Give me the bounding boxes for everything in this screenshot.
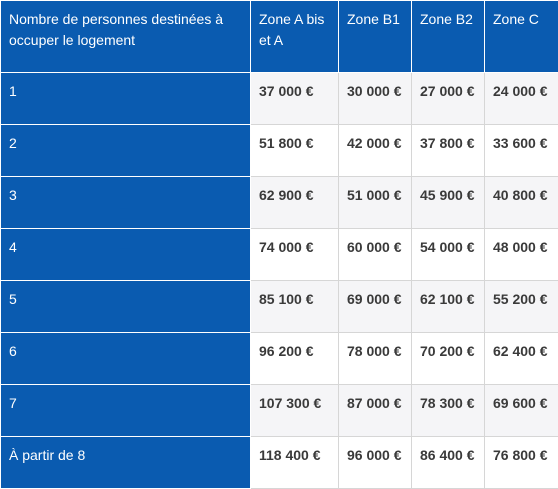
cell-zone-c: 55 200 € <box>485 281 558 333</box>
header-zone-b2: Zone B2 <box>412 1 485 73</box>
cell-zone-b2: 70 200 € <box>412 333 485 385</box>
row-label: 7 <box>1 385 251 437</box>
row-label: 6 <box>1 333 251 385</box>
cell-zone-b1: 51 000 € <box>339 177 412 229</box>
cell-zone-a: 51 800 € <box>251 125 339 177</box>
cell-zone-a: 96 200 € <box>251 333 339 385</box>
cell-zone-a: 118 400 € <box>251 437 339 489</box>
cell-zone-b1: 42 000 € <box>339 125 412 177</box>
cell-zone-b1: 96 000 € <box>339 437 412 489</box>
header-persons: Nombre de personnes destinées à occuper … <box>1 1 251 73</box>
cell-zone-c: 76 800 € <box>485 437 558 489</box>
row-label: 1 <box>1 73 251 125</box>
row-label: 4 <box>1 229 251 281</box>
cell-zone-a: 37 000 € <box>251 73 339 125</box>
cell-zone-b1: 60 000 € <box>339 229 412 281</box>
cell-zone-b2: 37 800 € <box>412 125 485 177</box>
table-row: 1 37 000 € 30 000 € 27 000 € 24 000 € <box>1 73 558 125</box>
cell-zone-b2: 62 100 € <box>412 281 485 333</box>
cell-zone-c: 69 600 € <box>485 385 558 437</box>
cell-zone-b2: 86 400 € <box>412 437 485 489</box>
header-zone-a: Zone A bis et A <box>251 1 339 73</box>
table-row: 4 74 000 € 60 000 € 54 000 € 48 000 € <box>1 229 558 281</box>
table-row: 6 96 200 € 78 000 € 70 200 € 62 400 € <box>1 333 558 385</box>
cell-zone-a: 62 900 € <box>251 177 339 229</box>
cell-zone-b2: 27 000 € <box>412 73 485 125</box>
cell-zone-b2: 54 000 € <box>412 229 485 281</box>
header-zone-c: Zone C <box>485 1 558 73</box>
cell-zone-b2: 78 300 € <box>412 385 485 437</box>
cell-zone-b1: 30 000 € <box>339 73 412 125</box>
cell-zone-a: 74 000 € <box>251 229 339 281</box>
cell-zone-b1: 78 000 € <box>339 333 412 385</box>
table-row: 2 51 800 € 42 000 € 37 800 € 33 600 € <box>1 125 558 177</box>
cell-zone-c: 48 000 € <box>485 229 558 281</box>
cell-zone-c: 24 000 € <box>485 73 558 125</box>
cell-zone-c: 62 400 € <box>485 333 558 385</box>
cell-zone-b1: 87 000 € <box>339 385 412 437</box>
row-label: 5 <box>1 281 251 333</box>
cell-zone-b2: 45 900 € <box>412 177 485 229</box>
cell-zone-c: 40 800 € <box>485 177 558 229</box>
header-zone-b1: Zone B1 <box>339 1 412 73</box>
row-label: À partir de 8 <box>1 437 251 489</box>
table-row: 3 62 900 € 51 000 € 45 900 € 40 800 € <box>1 177 558 229</box>
header-row: Nombre de personnes destinées à occuper … <box>1 1 558 73</box>
cell-zone-a: 85 100 € <box>251 281 339 333</box>
table-row: À partir de 8 118 400 € 96 000 € 86 400 … <box>1 437 558 489</box>
table-row: 5 85 100 € 69 000 € 62 100 € 55 200 € <box>1 281 558 333</box>
table-row: 7 107 300 € 87 000 € 78 300 € 69 600 € <box>1 385 558 437</box>
cell-zone-b1: 69 000 € <box>339 281 412 333</box>
row-label: 3 <box>1 177 251 229</box>
row-label: 2 <box>1 125 251 177</box>
cell-zone-a: 107 300 € <box>251 385 339 437</box>
cell-zone-c: 33 600 € <box>485 125 558 177</box>
